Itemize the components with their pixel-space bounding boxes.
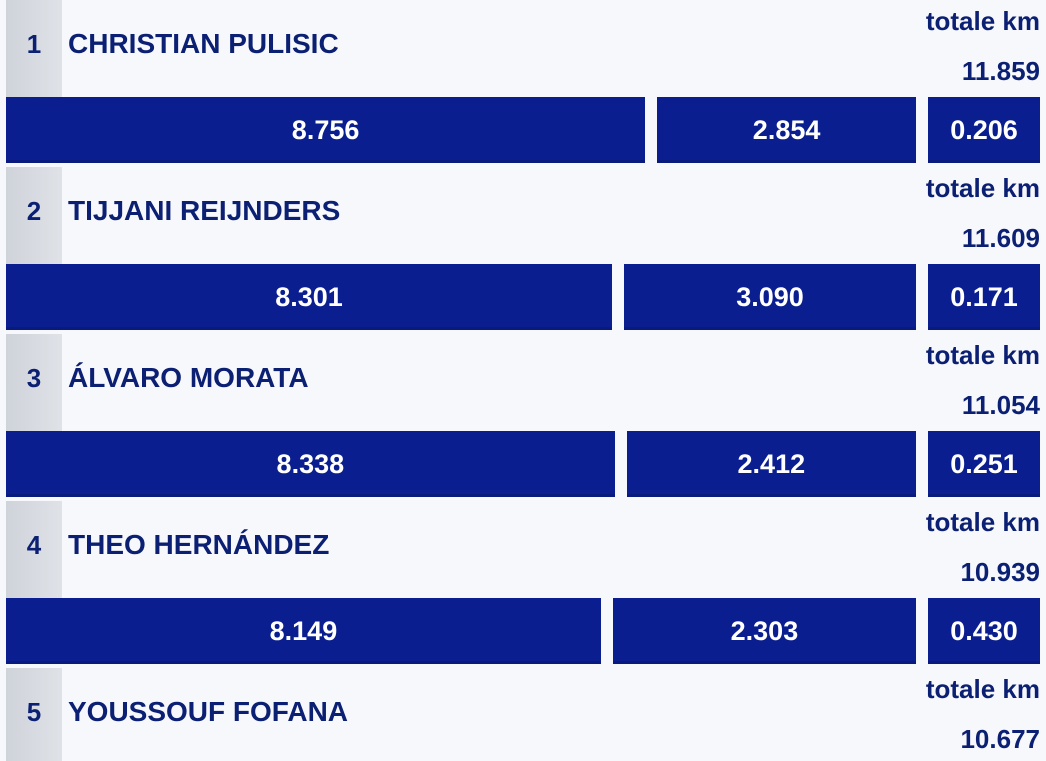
rank-number: 2 — [26, 196, 42, 226]
total-km-value: 10.677 — [960, 724, 1040, 754]
total-km-label: totale km — [925, 674, 1040, 704]
total-km-label: totale km — [925, 6, 1040, 36]
bar-segment-3: 0.430 — [928, 598, 1040, 664]
bar-segment-1: 8.149 — [6, 598, 601, 664]
bar-segment-1: 8.756 — [6, 97, 646, 163]
rank-strip — [6, 0, 62, 97]
bar-segment-2: 2.412 — [626, 431, 916, 497]
player-name: TIJJANI REIJNDERS — [68, 195, 341, 226]
total-km-label: totale km — [925, 173, 1040, 203]
rank-number: 4 — [26, 530, 42, 560]
bar-segment-1: 8.301 — [6, 264, 612, 330]
total-km-value: 11.054 — [961, 390, 1040, 420]
rank-strip — [6, 334, 62, 431]
bar-segment-2: 3.090 — [623, 264, 916, 330]
bar-segment-3: 0.206 — [928, 97, 1040, 163]
rank-number: 5 — [26, 697, 42, 727]
bar-segment-1: 8.338 — [6, 431, 615, 497]
total-km-value: 11.609 — [961, 223, 1040, 253]
player-name: ÁLVARO MORATA — [68, 362, 309, 393]
bar-segment-3: 0.251 — [928, 431, 1040, 497]
player-name: THEO HERNÁNDEZ — [68, 529, 330, 560]
rank-number: 3 — [26, 363, 42, 393]
total-km-value: 10.939 — [960, 557, 1040, 587]
total-km-label: totale km — [925, 507, 1040, 537]
bar-segment-2: 2.303 — [612, 598, 916, 664]
rank-strip — [6, 501, 62, 598]
total-km-value: 11.859 — [961, 56, 1040, 86]
player-name: YOUSSOUF FOFANA — [68, 696, 349, 727]
rank-strip — [6, 668, 62, 761]
rank-number: 1 — [26, 29, 42, 59]
bar-segment-3: 0.171 — [928, 264, 1040, 330]
player-name: CHRISTIAN PULISIC — [68, 28, 339, 59]
total-km-label: totale km — [925, 340, 1040, 370]
rank-strip — [6, 167, 62, 264]
bar-segment-2: 2.854 — [657, 97, 916, 163]
